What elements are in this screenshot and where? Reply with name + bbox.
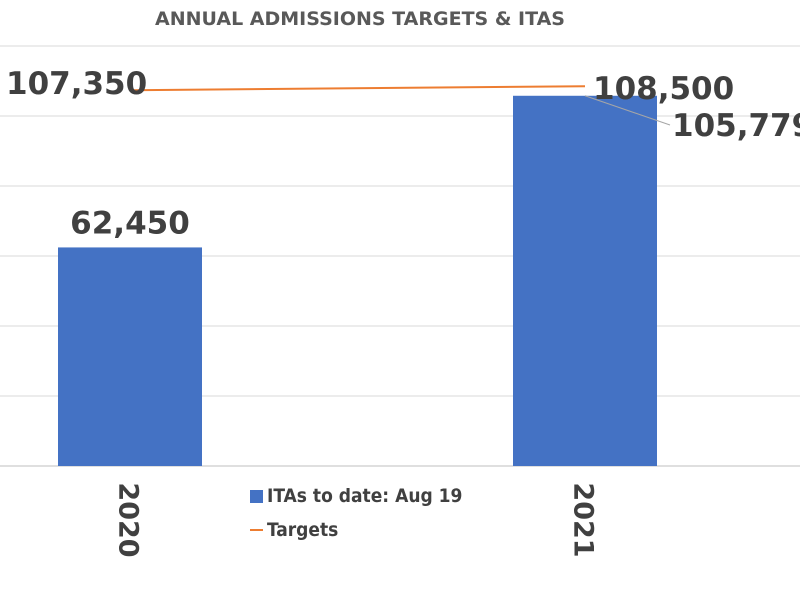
legend-item-itas: ITAs to date: Aug 19 — [250, 479, 462, 513]
data-label-leader — [584, 95, 671, 126]
x-tick-label-2020: 2020 — [113, 482, 144, 557]
target-line — [129, 85, 586, 92]
legend-swatch-targets — [250, 529, 263, 531]
data-label-bar-2021: 105,779 — [672, 108, 800, 144]
bar-2021 — [513, 95, 657, 466]
bar-2020 — [58, 247, 202, 466]
legend-label-itas: ITAs to date: Aug 19 — [267, 485, 463, 507]
data-label-target-2020: 107,350 — [6, 66, 147, 102]
data-label-target-2021: 108,500 — [593, 71, 734, 107]
data-label-bar-2020: 62,450 — [70, 205, 190, 241]
x-tick-label-2021: 2021 — [568, 482, 599, 557]
legend-label-targets: Targets — [267, 519, 339, 541]
chart-title: ANNUAL ADMISSIONS TARGETS & ITAS — [155, 8, 565, 30]
legend: ITAs to date: Aug 19 Targets — [250, 479, 462, 547]
legend-swatch-itas — [250, 489, 263, 503]
legend-item-targets: Targets — [250, 513, 462, 547]
